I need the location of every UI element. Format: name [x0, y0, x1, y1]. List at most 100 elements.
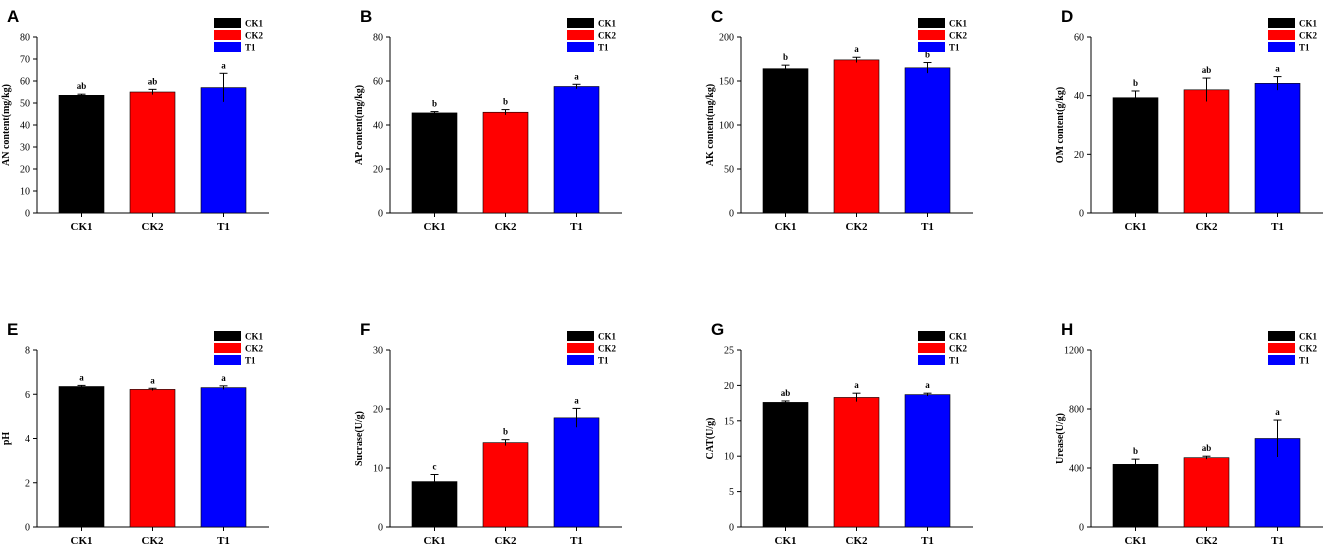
- y-tick-label: 8: [25, 346, 30, 357]
- panel-letter-d: D: [1061, 7, 1073, 26]
- x-tick-label: CK1: [424, 221, 446, 233]
- bar-ck1: [762, 68, 809, 214]
- y-tick-label: 0: [378, 523, 383, 534]
- panel-e: E 0 2 4 6 8 pH a CK1 a CK2 a T1 CK1 CK2 T1: [1, 320, 269, 547]
- panel-f: F 0 10 20 30 Sucrase(U/g) c CK1 b CK2 a T1 CK1 CK2 T1: [354, 320, 622, 547]
- y-tick-label: 50: [724, 165, 734, 176]
- y-tick-label: 0: [1079, 523, 1084, 534]
- legend-swatch-ck1: [214, 18, 241, 28]
- panel-letter-c: C: [711, 7, 723, 26]
- bar-ck2: [1183, 457, 1230, 528]
- significance-label: b: [432, 99, 437, 109]
- legend-label-ck2: CK2: [598, 344, 617, 354]
- y-tick-label: 0: [729, 209, 734, 220]
- legend-swatch-ck2: [214, 30, 241, 40]
- x-tick-label: T1: [1271, 221, 1284, 233]
- y-tick-label: 25: [724, 346, 734, 357]
- y-tick-label: 200: [719, 33, 734, 44]
- significance-label: ab: [1202, 65, 1212, 75]
- x-tick-label: CK1: [71, 221, 93, 233]
- y-tick-label: 80: [20, 33, 30, 44]
- panel-b: B 0 20 40 60 80 AP content(mg/kg) b CK1 b CK2 a T1 CK…: [354, 7, 622, 233]
- bar-ck1: [58, 95, 105, 214]
- significance-label: a: [574, 395, 579, 405]
- bar-t1: [200, 87, 247, 214]
- legend-label-ck2: CK2: [598, 31, 617, 41]
- legend-swatch-ck2: [214, 343, 241, 353]
- significance-label: ab: [781, 388, 791, 398]
- legend-label-t1: T1: [245, 356, 256, 366]
- y-tick-label: 30: [373, 346, 383, 357]
- legend-swatch-ck1: [1268, 18, 1295, 28]
- legend-swatch-ck2: [918, 30, 945, 40]
- legend-label-ck2: CK2: [1299, 31, 1318, 41]
- x-tick-label: T1: [217, 535, 230, 547]
- y-tick-label: 10: [373, 464, 383, 475]
- legend-swatch-ck1: [567, 331, 594, 341]
- x-tick-label: T1: [921, 221, 934, 233]
- legend-label-t1: T1: [949, 43, 960, 53]
- significance-label: a: [221, 373, 226, 383]
- legend-label-t1: T1: [598, 356, 609, 366]
- panel-a: A 0 10 20 30 40 50 60 70 80 AN content(mg/kg) ab CK1…: [1, 7, 269, 233]
- significance-label: a: [925, 380, 930, 390]
- significance-label: c: [433, 461, 437, 471]
- bar-ck1: [411, 481, 458, 528]
- significance-label: b: [503, 427, 508, 437]
- bar-t1: [200, 387, 247, 528]
- bar-ck1: [1112, 464, 1159, 528]
- x-tick-label: CK1: [71, 535, 93, 547]
- legend-swatch-ck1: [567, 18, 594, 28]
- panel-letter-e: E: [7, 320, 18, 339]
- legend-swatch-t1: [214, 42, 241, 52]
- y-tick-label: 0: [378, 209, 383, 220]
- x-tick-label: CK2: [142, 535, 165, 547]
- panel-g: G 0 5 10 15 20 25 CAT(U/g) ab CK1 a CK2 a T1 CK1 CK2 T1: [705, 320, 973, 547]
- bar-t1: [1254, 83, 1301, 214]
- significance-label: a: [574, 71, 579, 81]
- y-tick-label: 1200: [1064, 346, 1084, 357]
- legend-swatch-ck1: [1268, 331, 1295, 341]
- y-tick-label: 20: [724, 381, 734, 392]
- y-axis-label: OM content(g/kg): [1055, 87, 1066, 163]
- y-tick-label: 5: [729, 487, 734, 498]
- y-tick-label: 50: [20, 99, 30, 110]
- y-tick-label: 4: [25, 434, 30, 445]
- x-tick-label: CK2: [495, 535, 518, 547]
- y-axis-label: CAT(U/g): [705, 417, 716, 459]
- legend-label-ck1: CK1: [598, 19, 617, 29]
- significance-label: a: [1275, 64, 1280, 74]
- y-tick-label: 10: [20, 187, 30, 198]
- legend-label-ck1: CK1: [949, 19, 968, 29]
- legend-swatch-t1: [567, 42, 594, 52]
- legend-label-ck2: CK2: [949, 344, 968, 354]
- y-tick-label: 60: [1074, 33, 1084, 44]
- bar-ck1: [762, 402, 809, 528]
- legend-swatch-t1: [1268, 42, 1295, 52]
- x-tick-label: CK1: [424, 535, 446, 547]
- x-tick-label: CK1: [1125, 221, 1147, 233]
- legend-swatch-ck2: [1268, 343, 1295, 353]
- x-tick-label: CK1: [775, 221, 797, 233]
- legend-label-ck2: CK2: [1299, 344, 1318, 354]
- y-tick-label: 0: [729, 523, 734, 534]
- panel-letter-h: H: [1061, 320, 1073, 339]
- legend-swatch-ck1: [918, 18, 945, 28]
- significance-label: b: [503, 97, 508, 107]
- y-tick-label: 60: [20, 77, 30, 88]
- x-tick-label: CK2: [846, 221, 869, 233]
- legend-label-ck1: CK1: [1299, 19, 1318, 29]
- y-tick-label: 100: [719, 121, 734, 132]
- legend-swatch-t1: [214, 355, 241, 365]
- bar-t1: [904, 394, 951, 528]
- bar-ck2: [129, 389, 176, 528]
- legend-label-ck1: CK1: [598, 332, 617, 342]
- legend-swatch-ck2: [918, 343, 945, 353]
- y-tick-label: 800: [1069, 405, 1084, 416]
- x-tick-label: CK1: [775, 535, 797, 547]
- panel-letter-g: G: [711, 320, 724, 339]
- x-tick-label: CK2: [142, 221, 165, 233]
- significance-label: a: [854, 380, 859, 390]
- legend-swatch-ck2: [567, 343, 594, 353]
- legend-swatch-ck1: [918, 331, 945, 341]
